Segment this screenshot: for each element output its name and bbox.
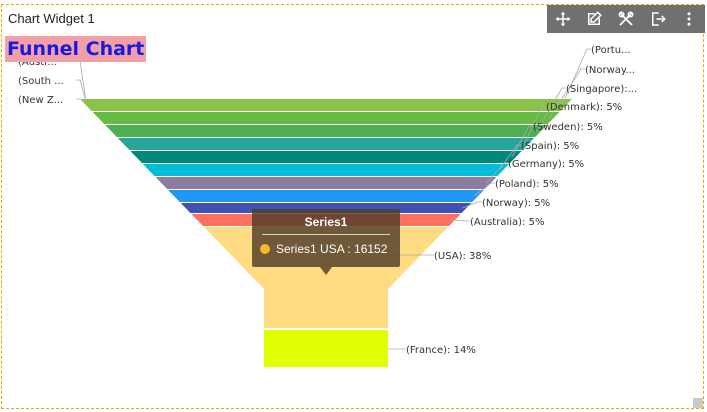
funnel-segment[interactable] [117, 138, 535, 150]
widget-toolbar [547, 5, 705, 33]
segment-data-label: (USA): 38% [434, 251, 491, 262]
label-connector [536, 87, 566, 132]
segment-data-label: (New Z... [18, 95, 63, 106]
segment-data-label: (Portu... [591, 45, 631, 56]
label-connector [486, 162, 508, 184]
segment-data-label: (Sweden): 5% [533, 122, 603, 133]
chart-title: Funnel Chart [5, 36, 147, 62]
funnel-segment[interactable] [105, 125, 547, 137]
segment-data-label: (Denmark): 5% [546, 102, 622, 113]
funnel-segment[interactable] [130, 151, 522, 163]
segment-data-label: (France): 14% [406, 345, 476, 356]
tools-icon[interactable] [615, 8, 637, 30]
widget-title: Chart Widget 1 [8, 11, 95, 26]
funnel-segment[interactable] [264, 330, 388, 367]
funnel-segment[interactable] [168, 190, 484, 202]
tooltip-title: Series1 [304, 215, 348, 229]
more-vertical-icon[interactable] [678, 8, 700, 30]
funnel-segment[interactable] [155, 177, 497, 189]
label-connector [450, 219, 470, 222]
segment-data-label: (Norway... [585, 65, 635, 76]
segment-data-label: (Germany): 5% [508, 159, 584, 170]
funnel-segment[interactable] [92, 112, 560, 124]
resize-handle[interactable] [693, 398, 703, 408]
segment-data-label: (Singapore):... [566, 84, 637, 95]
export-icon[interactable] [647, 8, 669, 30]
label-connector [76, 79, 87, 102]
funnel-segment[interactable] [142, 164, 510, 176]
label-connector [473, 182, 495, 197]
label-connector [462, 201, 482, 209]
label-connector [76, 98, 87, 102]
label-connector [549, 68, 585, 119]
segment-data-label: (Norway): 5% [482, 198, 550, 209]
edit-icon[interactable] [583, 8, 605, 30]
segment-data-label: (Spain): 5% [521, 141, 579, 152]
funnel-segment[interactable] [80, 99, 572, 111]
label-connector [511, 125, 533, 158]
label-connector [498, 144, 521, 171]
segment-data-label: (Austr... [18, 57, 57, 68]
move-icon[interactable] [552, 8, 574, 30]
tooltip-text: Series1 USA : 16152 [276, 242, 388, 256]
chart-tooltip: Series1 Series1 USA : 16152 [252, 209, 400, 275]
label-connector [524, 105, 546, 145]
tooltip-marker-icon [260, 244, 270, 254]
segment-data-label: (Poland): 5% [495, 179, 559, 190]
segment-data-label: (South ... [18, 76, 64, 87]
label-connector [561, 48, 591, 106]
segment-data-label: (Australia): 5% [470, 217, 544, 228]
